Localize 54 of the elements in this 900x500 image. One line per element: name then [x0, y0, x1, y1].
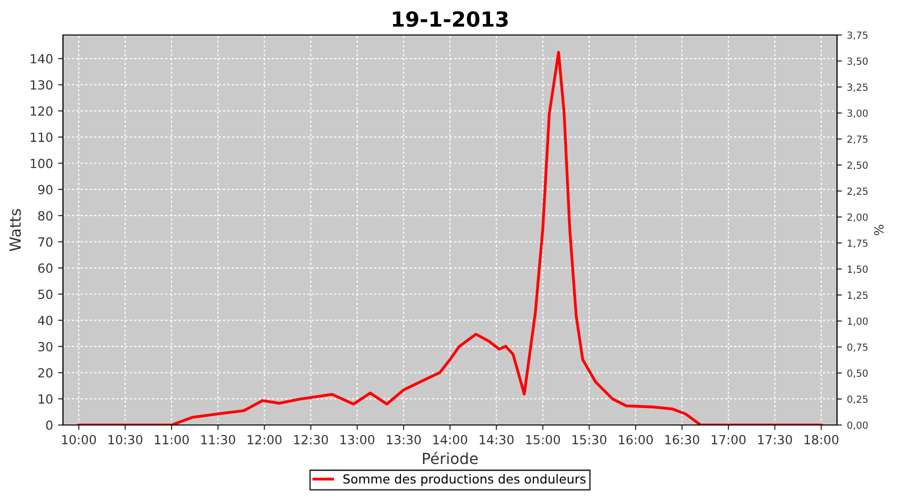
line-series: [77, 50, 823, 425]
x-tick-label: 15:30: [572, 434, 606, 444]
y-tick-label: 90: [38, 184, 52, 194]
y-tick-label: 80: [38, 211, 52, 221]
y-tick-label: 120: [30, 106, 52, 116]
y2-tick-label: 3,75: [847, 31, 868, 40]
y2-tick-label: 2,00: [847, 213, 868, 222]
y2-tick-label: 2,75: [847, 135, 868, 144]
y2-tick-label: 1,25: [848, 291, 868, 300]
y2-tick-label: 2,50: [847, 161, 868, 170]
y-tick-label: 50: [38, 290, 52, 300]
x-tick-label: 13:30: [386, 434, 421, 444]
y2-tick-label: 3,00: [847, 109, 868, 118]
y2-tick-label: 1,50: [848, 265, 868, 274]
x-tick-label: 10:00: [62, 434, 96, 444]
y-tick-label: 70: [38, 237, 52, 247]
y2-tick-label: 3,25: [847, 83, 868, 92]
y-tick-label: 60: [38, 263, 52, 273]
y-tick-label: 140: [30, 54, 52, 64]
x-tick-label: 11:30: [201, 434, 236, 444]
y-tick-label: 110: [30, 132, 52, 142]
x-tick-label: 14:00: [433, 434, 468, 444]
x-tick-label: 18:00: [804, 434, 838, 444]
x-tick-label: 11:00: [154, 434, 189, 444]
y2-tick-label: 1,00: [848, 317, 868, 326]
x-tick-label: 14:30: [480, 434, 514, 444]
y2-tick-label: 1,75: [848, 240, 868, 248]
legend-label: Somme des productions des onduleurs: [343, 474, 586, 486]
y-tick-label: 40: [38, 316, 52, 326]
x-tick-label: 17:30: [758, 434, 792, 444]
x-tick-label: 17:00: [712, 434, 746, 444]
y2-tick-label: 0,75: [847, 343, 868, 352]
y2-tick-label: 0,50: [847, 369, 868, 378]
y-tick-label: 0: [46, 420, 52, 430]
x-tick-label: 10:30: [108, 434, 142, 444]
x-tick-label: 15:00: [526, 434, 560, 444]
y2-tick-label: 0,25: [847, 395, 868, 404]
x-tick-label: 12:00: [248, 434, 282, 444]
x-tick-label: 16:00: [618, 434, 653, 444]
y-tick-label: 130: [30, 80, 52, 90]
x-tick-label: 13:00: [340, 434, 374, 444]
y2-axis-title: %: [874, 224, 884, 236]
y2-tick-label: 0,00: [847, 421, 868, 430]
x-axis-title: Période: [422, 452, 478, 464]
chart-title: 19-1-2013: [392, 11, 508, 27]
y-tick-label: 30: [38, 342, 52, 352]
x-tick-label: 12:30: [294, 434, 328, 444]
x-tick-label: 16:30: [665, 434, 700, 444]
y-tick-label: 100: [30, 158, 52, 168]
y-axis-title: Watts: [10, 209, 21, 252]
y2-tick-label: 3,50: [847, 57, 868, 66]
y2-tick-label: 2,25: [847, 187, 868, 196]
y-tick-label: 20: [38, 368, 52, 378]
y-tick-label: 10: [38, 394, 52, 404]
